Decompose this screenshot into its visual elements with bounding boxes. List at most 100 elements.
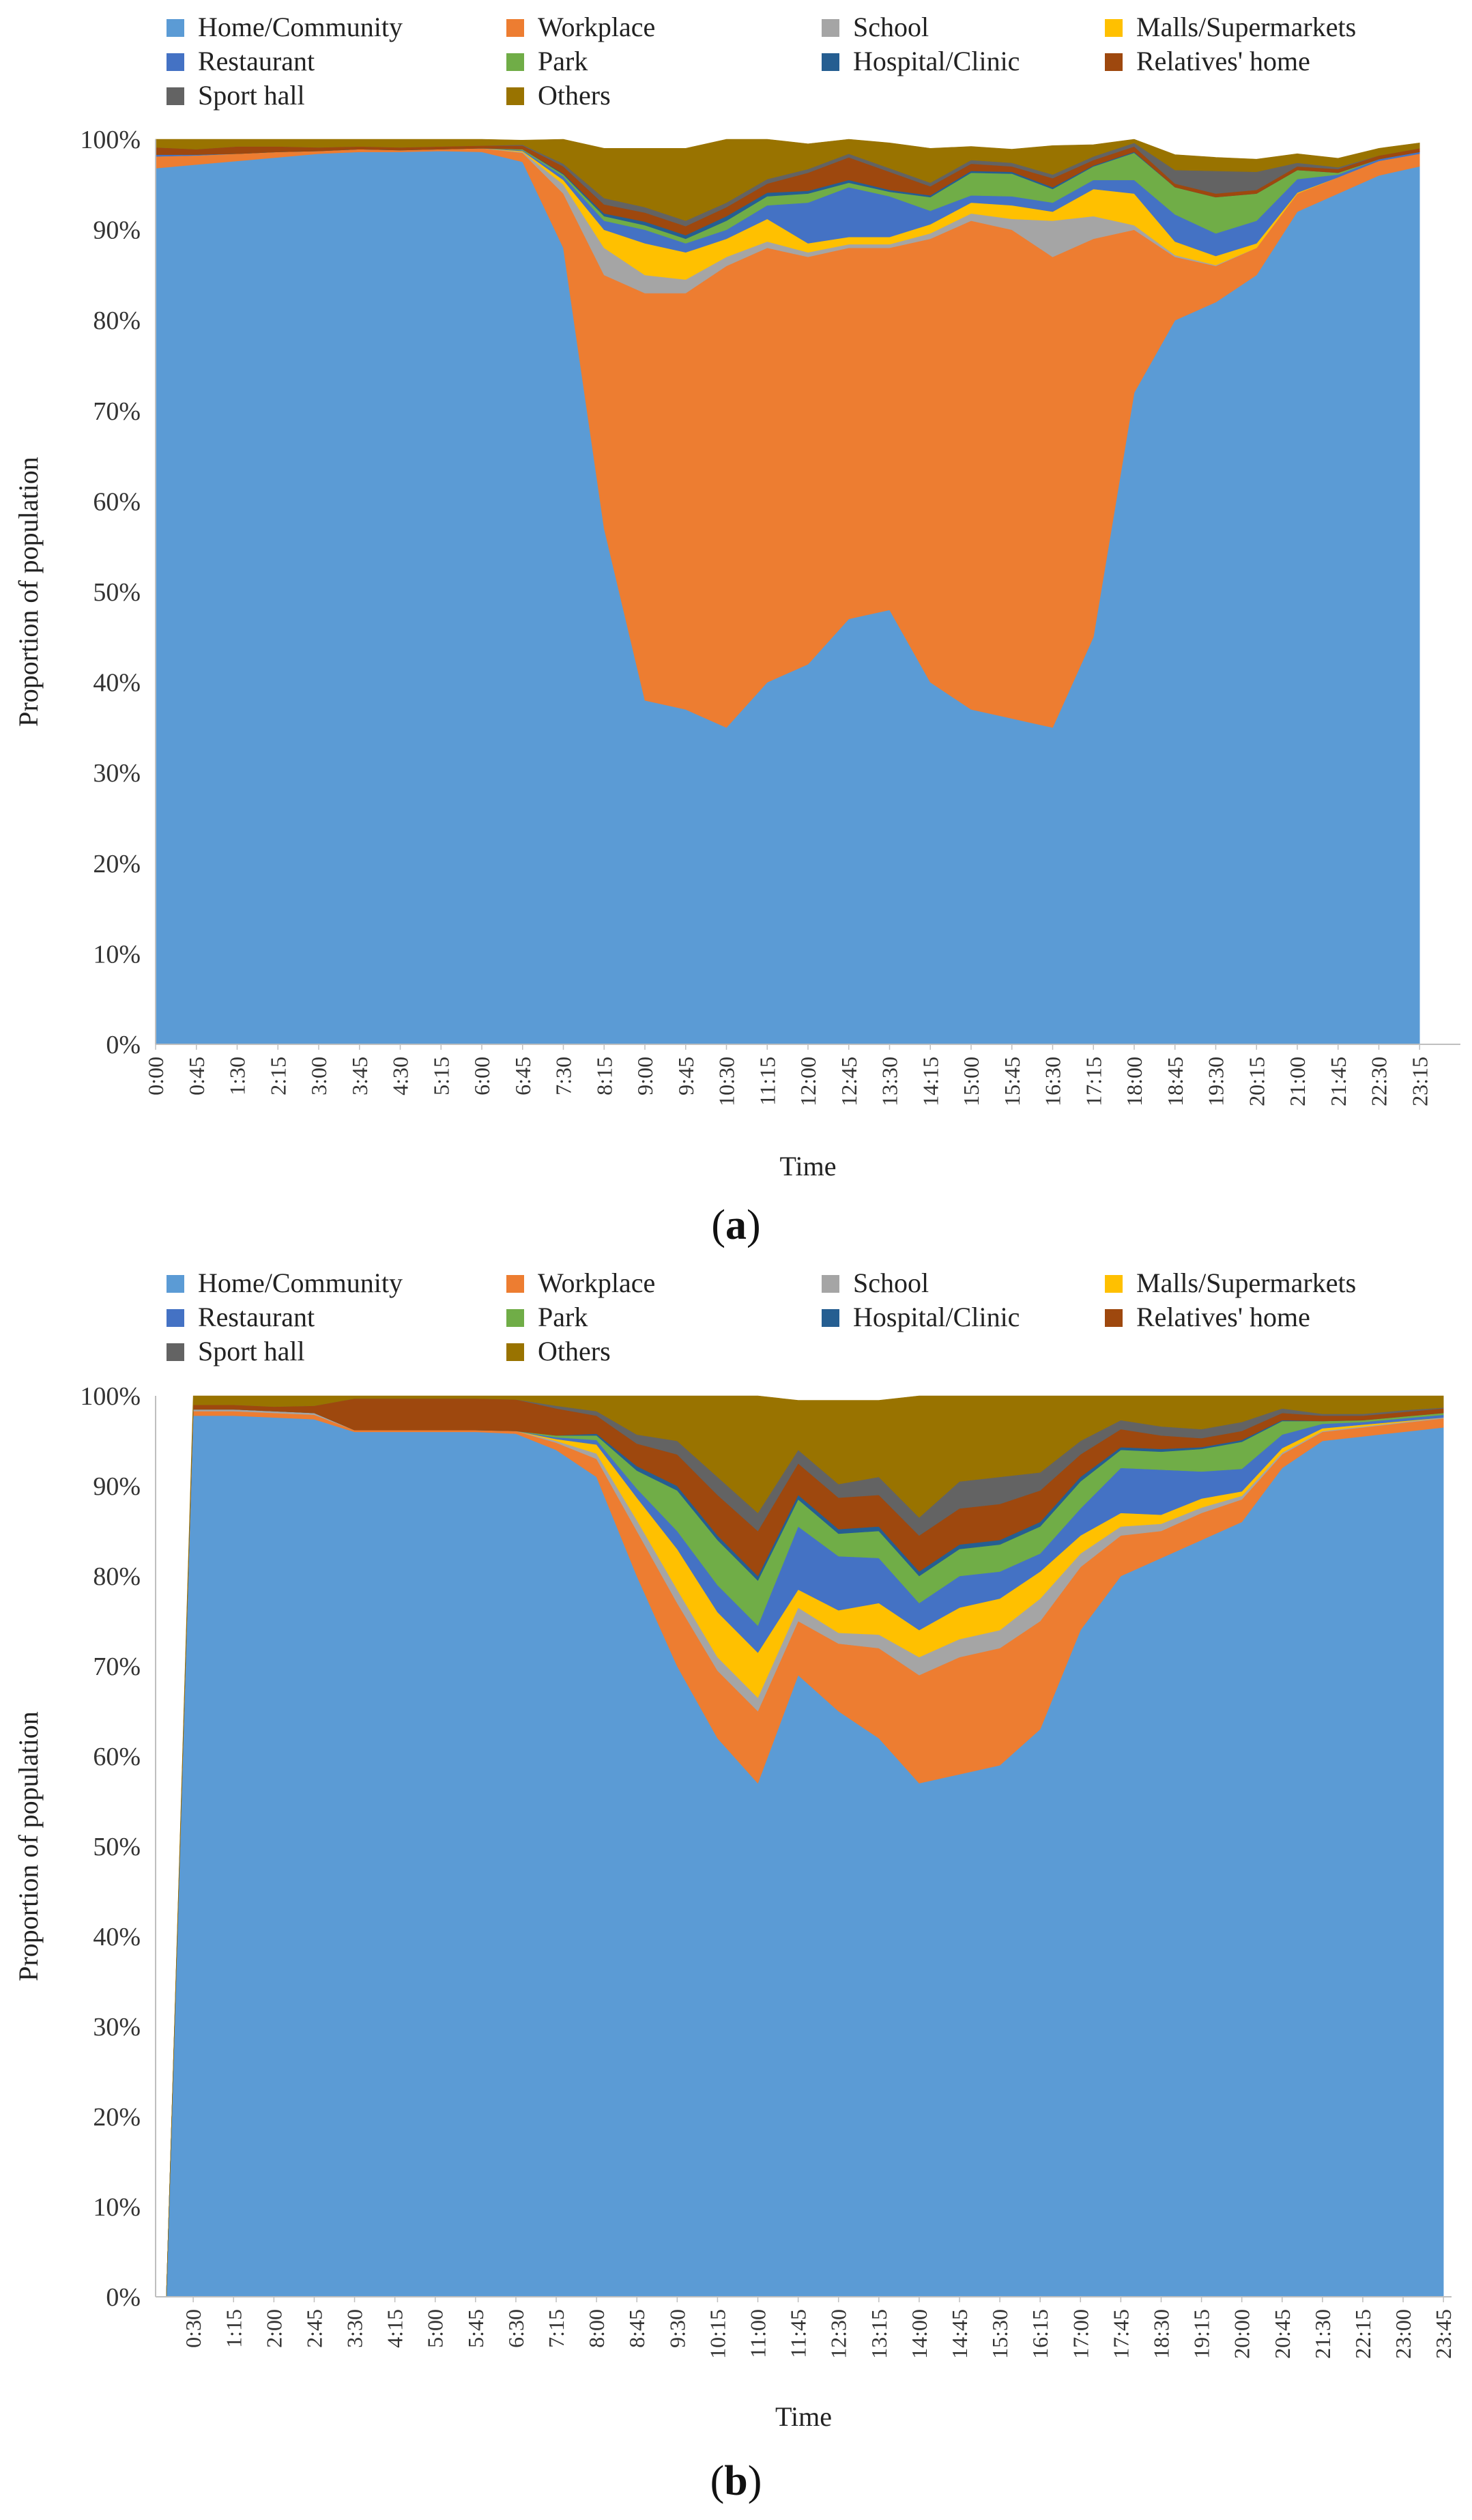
y-tick-label: 50%: [93, 1833, 141, 1861]
x-tick-label: 0:00: [143, 1057, 168, 1096]
x-tick-label: 22:30: [1367, 1057, 1391, 1106]
legend-swatch-sport-hall: [167, 87, 184, 105]
y-tick-label: 10%: [93, 940, 141, 969]
legend-swatch-relatives-home: [1105, 1309, 1123, 1327]
x-tick-label: 12:00: [796, 1057, 820, 1106]
chart-panel-a: Home/Community Workplace School Malls/Super…: [0, 0, 1472, 1256]
legend-label-hospital-clinic: Hospital/Clinic: [853, 46, 1020, 76]
legend-swatch-hospital-clinic: [822, 53, 839, 71]
x-tick-label: 4:30: [388, 1057, 413, 1096]
legend-label-sport-hall: Sport hall: [198, 1336, 305, 1366]
x-tick-label: 13:15: [867, 2309, 891, 2359]
x-tick-label: 9:00: [633, 1057, 657, 1096]
x-tick-label: 3:30: [343, 2309, 367, 2348]
legend-swatch-malls-supermarkets: [1105, 19, 1123, 37]
y-tick-label: 50%: [93, 578, 141, 607]
legend-label-others: Others: [538, 1336, 611, 1366]
x-tick-label: 18:45: [1163, 1057, 1187, 1106]
legend-label-park: Park: [538, 46, 588, 76]
legend-label-park: Park: [538, 1302, 588, 1332]
legend-label-sport-hall: Sport hall: [198, 80, 305, 111]
x-tick-label: 11:00: [746, 2309, 770, 2358]
legend-swatch-school: [822, 1275, 839, 1293]
legend-swatch-park: [506, 53, 524, 71]
chart-b-svg: Home/Community Workplace School Malls/Super…: [13, 1268, 1456, 2432]
x-tick-label: 5:15: [429, 1057, 453, 1096]
x-tick-label: 20:15: [1244, 1057, 1269, 1106]
legend-swatch-restaurant: [167, 53, 184, 71]
x-axis-title: Time: [779, 1151, 836, 1182]
x-tick-label: 14:45: [947, 2309, 972, 2359]
x-tick-label: 18:30: [1149, 2309, 1173, 2359]
x-tick-label: 12:30: [826, 2309, 851, 2359]
x-tick-label: 2:15: [265, 1057, 290, 1096]
x-tick-label: 5:45: [463, 2309, 488, 2348]
x-tick-label: 5:00: [423, 2309, 448, 2348]
y-tick-label: 0%: [106, 1031, 141, 1059]
x-tick-label: 16:15: [1028, 2309, 1052, 2359]
x-tick-label: 0:45: [184, 1057, 209, 1096]
legend-swatch-workplace: [506, 1275, 524, 1293]
x-tick-label: 7:15: [544, 2309, 568, 2348]
y-tick-label: 20%: [93, 850, 141, 878]
x-tick-label: 21:30: [1310, 2309, 1335, 2359]
x-tick-label: 17:15: [1081, 1057, 1106, 1106]
legend-swatch-school: [822, 19, 839, 37]
x-tick-label: 23:00: [1391, 2309, 1415, 2359]
legend-swatch-others: [506, 87, 524, 105]
legend-swatch-park: [506, 1309, 524, 1327]
x-tick-label: 19:15: [1189, 2309, 1214, 2359]
panel-b-label: b: [724, 2458, 748, 2504]
y-tick-label: 80%: [93, 306, 141, 335]
y-tick-label: 30%: [93, 759, 141, 788]
y-tick-label: 100%: [80, 1382, 141, 1411]
x-tick-label: 14:00: [907, 2309, 932, 2359]
legend-label-malls-supermarkets: Malls/Supermarkets: [1136, 1268, 1356, 1298]
x-tick-label: 3:00: [306, 1057, 331, 1096]
legend-swatch-restaurant: [167, 1309, 184, 1327]
x-tick-label: 4:15: [383, 2309, 407, 2348]
legend-swatch-relatives-home: [1105, 53, 1123, 71]
x-tick-label: 18:00: [1122, 1057, 1146, 1106]
y-tick-label: 60%: [93, 487, 141, 516]
x-tick-label: 2:45: [302, 2309, 326, 2348]
legend-label-malls-supermarkets: Malls/Supermarkets: [1136, 12, 1356, 42]
legend-label-school: School: [853, 12, 929, 42]
legend-label-workplace: Workplace: [538, 1268, 655, 1298]
y-tick-label: 40%: [93, 669, 141, 698]
x-tick-label: 12:45: [837, 1057, 861, 1106]
x-tick-label: 17:45: [1108, 2309, 1133, 2359]
x-tick-label: 8:00: [584, 2309, 609, 2348]
panel-b-caption: (b): [710, 2458, 762, 2504]
chart-a-svg: Home/Community Workplace School Malls/Super…: [13, 12, 1460, 1182]
panel-a-caption: (a): [711, 1202, 761, 1248]
y-tick-label: 40%: [93, 1923, 141, 1951]
x-tick-label: 22:15: [1351, 2309, 1375, 2359]
legend-label-hospital-clinic: Hospital/Clinic: [853, 1302, 1020, 1332]
y-tick-label: 90%: [93, 216, 141, 245]
legend-swatch-workplace: [506, 19, 524, 37]
y-tick-label: 100%: [80, 126, 141, 154]
y-tick-label: 70%: [93, 1652, 141, 1681]
x-tick-label: 19:30: [1204, 1057, 1228, 1106]
chart-panel-b: Home/Community Workplace School Malls/Super…: [0, 1256, 1472, 2520]
x-tick-label: 0:30: [181, 2309, 205, 2348]
x-tick-label: 2:00: [261, 2309, 286, 2348]
y-tick-label: 90%: [93, 1472, 141, 1501]
y-tick-label: 20%: [93, 2103, 141, 2132]
legend-label-workplace: Workplace: [538, 12, 655, 42]
legend-label-restaurant: Restaurant: [198, 46, 315, 76]
x-tick-label: 6:00: [470, 1057, 494, 1096]
legend-label-school: School: [853, 1268, 929, 1298]
x-tick-label: 7:30: [551, 1057, 576, 1096]
x-tick-label: 6:45: [510, 1057, 535, 1096]
x-tick-label: 11:15: [755, 1057, 779, 1106]
legend-label-relatives-home: Relatives' home: [1136, 1302, 1310, 1332]
x-tick-label: 1:30: [225, 1057, 250, 1096]
x-tick-label: 23:15: [1407, 1057, 1432, 1106]
x-tick-label: 10:15: [705, 2309, 730, 2359]
legend-label-restaurant: Restaurant: [198, 1302, 315, 1332]
y-tick-label: 30%: [93, 2013, 141, 2042]
legend-label-relatives-home: Relatives' home: [1136, 46, 1310, 76]
y-tick-label: 0%: [106, 2283, 141, 2312]
